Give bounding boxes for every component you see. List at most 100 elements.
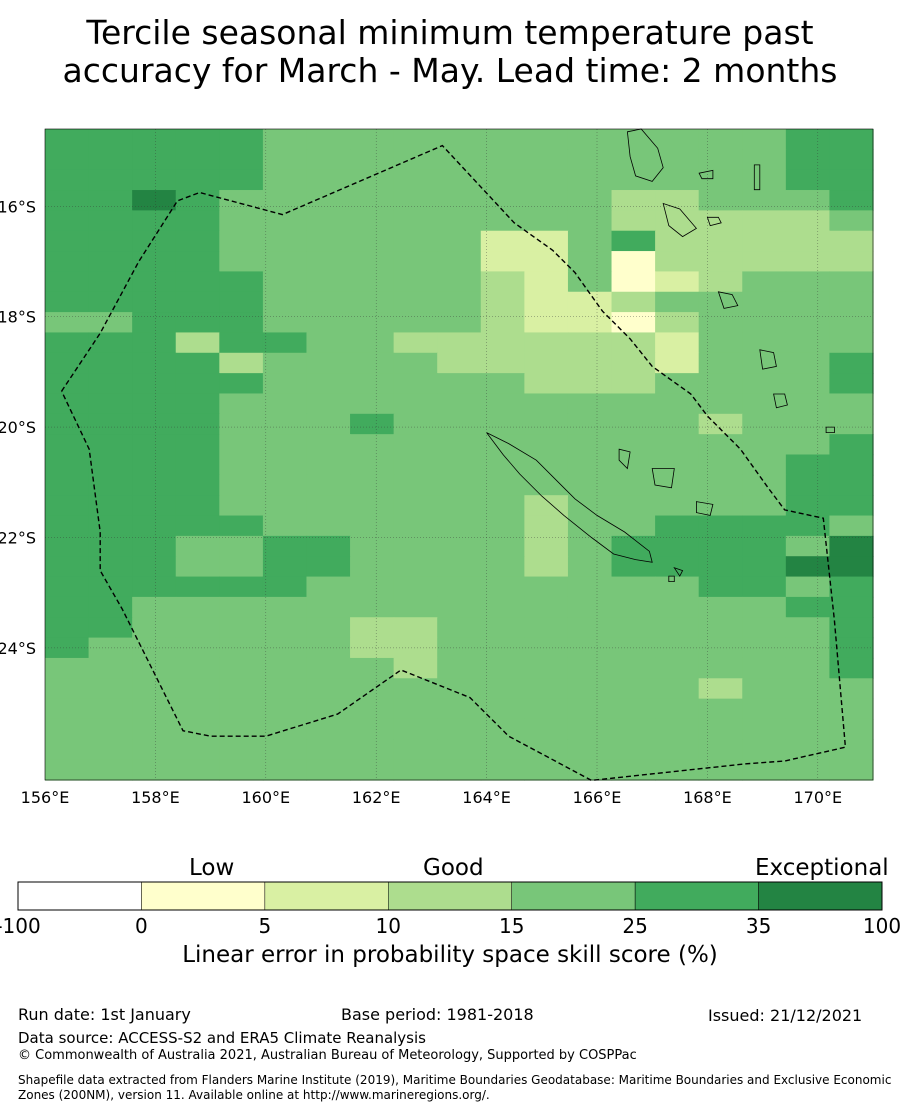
grid-cell xyxy=(567,169,613,191)
grid-cell xyxy=(611,718,656,740)
grid-cell xyxy=(350,698,395,720)
grid-cell xyxy=(611,739,656,761)
run-date: Run date: 1st January xyxy=(18,1005,191,1024)
grid-cell xyxy=(785,657,831,679)
grid-cell xyxy=(567,230,613,252)
grid-cell xyxy=(306,576,351,598)
grid-cell xyxy=(524,393,569,415)
grid-cell xyxy=(785,149,831,171)
grid-cell xyxy=(132,739,177,761)
grid-cell xyxy=(350,190,395,211)
grid-cell xyxy=(262,678,308,700)
grid-cell xyxy=(132,413,177,435)
colorbar-tick-label: 0 xyxy=(135,914,148,938)
grid-cell xyxy=(306,617,351,639)
grid-cell xyxy=(698,271,743,293)
grid-cell xyxy=(785,739,831,761)
grid-cell xyxy=(437,230,482,252)
grid-cell xyxy=(45,129,90,150)
grid-cell xyxy=(655,678,700,700)
grid-cell xyxy=(655,129,700,150)
grid-cell xyxy=(742,312,787,334)
grid-cell xyxy=(132,678,177,700)
grid-cell xyxy=(45,495,90,517)
colorbar xyxy=(17,881,883,911)
grid-cell xyxy=(785,271,831,293)
grid-cell xyxy=(45,474,90,496)
island-coastline xyxy=(673,567,684,577)
base-period: Base period: 1981-2018 xyxy=(341,1005,534,1024)
lat-tick-label: 20°S xyxy=(0,418,36,437)
grid-cell xyxy=(393,678,438,700)
grid-cell xyxy=(524,759,569,781)
grid-cell xyxy=(88,271,133,293)
grid-cell xyxy=(350,312,395,334)
grid-cell xyxy=(262,535,308,557)
grid-cell xyxy=(655,515,700,537)
grid-cell xyxy=(175,149,220,171)
grid-cell xyxy=(524,332,569,354)
title-line-1: Tercile seasonal minimum temperature pas… xyxy=(86,13,814,52)
grid-cell xyxy=(480,515,525,537)
grid-cell xyxy=(45,230,90,252)
grid-cell xyxy=(655,596,700,618)
island-coastline xyxy=(618,448,631,470)
grid-cell xyxy=(88,352,133,374)
grid-cell xyxy=(480,251,525,272)
grid-cell xyxy=(698,291,743,313)
grid-cell xyxy=(742,739,787,761)
grid-cell xyxy=(132,474,177,496)
grid-cell xyxy=(132,210,177,232)
grid-cell xyxy=(611,129,656,150)
grid-cell xyxy=(611,698,656,720)
grid-cell xyxy=(393,190,438,211)
grid-cell xyxy=(45,535,90,557)
grid-cell xyxy=(393,332,438,354)
grid-cell xyxy=(524,617,569,639)
grid-cell xyxy=(88,698,133,720)
grid-cell xyxy=(437,657,482,679)
grid-cell xyxy=(88,393,133,415)
grid-cell xyxy=(611,678,656,700)
grid-cell xyxy=(785,413,831,435)
grid-cell xyxy=(45,169,90,191)
grid-cell xyxy=(437,515,482,537)
grid-cell xyxy=(829,739,874,761)
title-line-2: accuracy for March - May. Lead time: 2 m… xyxy=(62,51,838,90)
grid-cell xyxy=(524,291,569,313)
grid-cell xyxy=(175,678,220,700)
grid-cell xyxy=(350,210,395,232)
grid-cell xyxy=(785,291,831,313)
grid-cell xyxy=(829,413,874,435)
grid-cell xyxy=(785,332,831,354)
grid-cell xyxy=(437,556,482,578)
grid-cell xyxy=(742,149,787,171)
grid-cell xyxy=(88,576,133,598)
grid-cell xyxy=(45,596,90,618)
grid-cell xyxy=(698,657,743,679)
grid-cell xyxy=(45,149,90,171)
grid-cell xyxy=(829,291,874,313)
grid-cell xyxy=(306,698,351,720)
grid-cell xyxy=(262,515,308,537)
grid-cell xyxy=(698,352,743,374)
grid-cell xyxy=(219,515,264,537)
grid-cell xyxy=(393,617,438,639)
grid-cell xyxy=(742,413,787,435)
colorbar-label: Linear error in probability space skill … xyxy=(182,942,718,968)
grid-cell xyxy=(567,617,613,639)
grid-cell xyxy=(88,190,133,211)
grid-cell xyxy=(437,596,482,618)
grid-cell xyxy=(306,312,351,334)
grid-cell xyxy=(437,535,482,557)
map-frame xyxy=(44,128,874,781)
grid-cell xyxy=(45,637,90,659)
grid-cell xyxy=(45,718,90,740)
grid-cell xyxy=(350,271,395,293)
grid-cell xyxy=(655,556,700,578)
grid-cell xyxy=(785,698,831,720)
grid-cell xyxy=(219,718,264,740)
grid-cell xyxy=(175,637,220,659)
grid-cell xyxy=(524,352,569,374)
grid-cell xyxy=(88,678,133,700)
